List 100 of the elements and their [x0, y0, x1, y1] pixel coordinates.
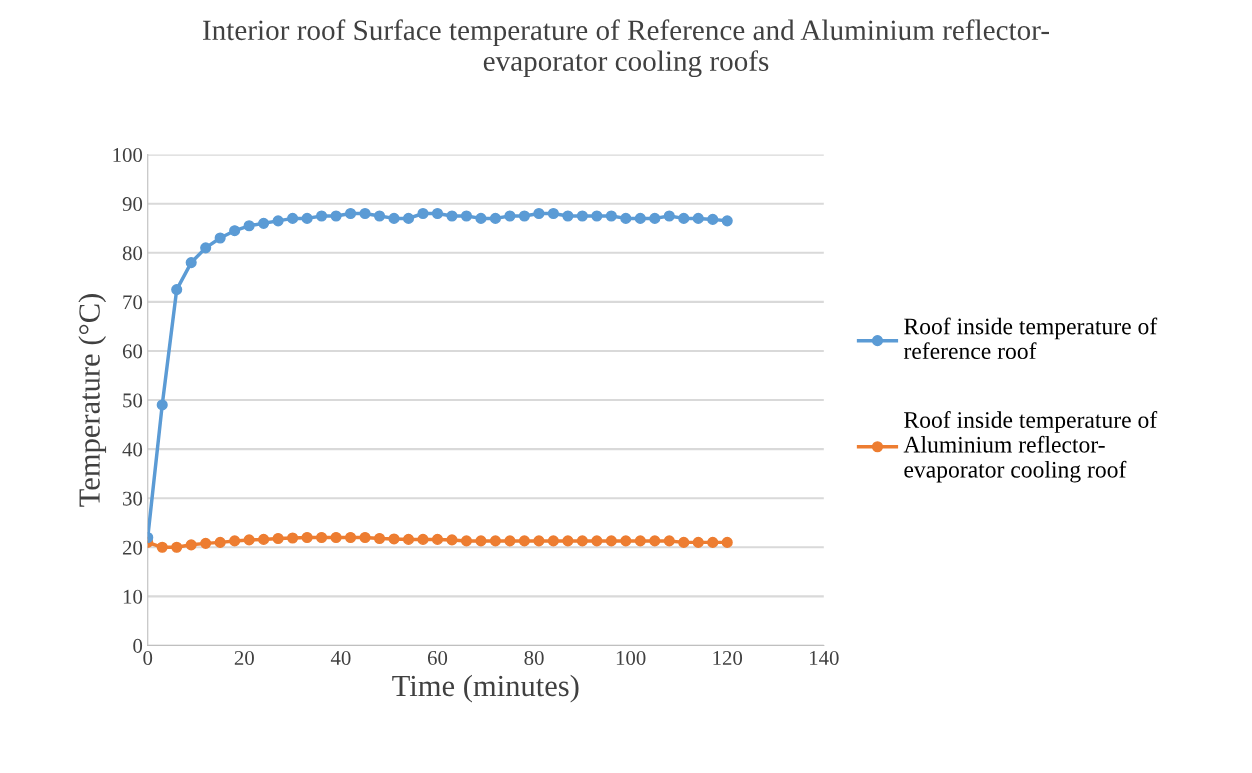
point [576, 210, 588, 222]
y-axis-title: Temperature (°C) [78, 294, 107, 507]
point [475, 212, 487, 224]
point [258, 533, 270, 545]
point [663, 535, 675, 547]
point [402, 212, 415, 224]
point [489, 535, 501, 547]
point [388, 533, 400, 545]
point [287, 532, 299, 544]
point [562, 210, 574, 222]
y-tick-label: 50 [123, 393, 143, 408]
point [649, 535, 661, 547]
point [229, 225, 241, 237]
point [620, 212, 632, 224]
point [330, 210, 342, 222]
point [200, 537, 212, 549]
legend-label: Roof inside temperature of Aluminium reflector- evaporator cooling roof [903, 411, 1158, 483]
point [446, 210, 458, 222]
point [214, 536, 226, 548]
point [475, 535, 487, 547]
point [678, 536, 690, 548]
point [721, 215, 733, 227]
point [417, 207, 429, 220]
point [243, 534, 255, 546]
x-tick-label: 120 [713, 650, 743, 665]
point [359, 207, 371, 220]
point [634, 212, 646, 224]
point [156, 541, 168, 553]
point [707, 536, 719, 548]
x-tick-label: 140 [810, 650, 839, 665]
point [301, 531, 313, 544]
point [258, 217, 270, 229]
y-tick-label: 40 [122, 442, 143, 457]
y-tick-label: 0 [133, 638, 143, 653]
y-tick-label: 10 [123, 589, 143, 604]
point [605, 535, 617, 547]
point [272, 215, 284, 227]
point [330, 531, 342, 544]
y-tick-label: 30 [123, 491, 143, 506]
point [431, 533, 444, 545]
point [721, 536, 733, 548]
point [388, 212, 400, 224]
point [649, 212, 661, 224]
point [591, 210, 603, 222]
point [229, 535, 241, 547]
point [489, 212, 501, 224]
point [287, 212, 299, 224]
point [533, 207, 545, 220]
y-tick-label: 90 [122, 197, 143, 212]
point [431, 207, 444, 220]
point [373, 532, 386, 545]
point [460, 535, 473, 547]
point [533, 535, 545, 547]
point [678, 212, 690, 224]
point [663, 210, 675, 222]
point [402, 533, 415, 545]
x-tick-label: 60 [427, 650, 448, 665]
point [345, 531, 357, 544]
point [634, 535, 646, 547]
x-tick-label: 20 [234, 650, 254, 665]
point [605, 210, 617, 222]
x-tick-label: 100 [616, 650, 646, 665]
y-tick-label: 80 [122, 246, 143, 261]
point [446, 534, 458, 546]
point [243, 220, 255, 232]
point [591, 535, 603, 547]
x-axis-title: Time (minutes) [392, 674, 579, 703]
x-tick-label: 40 [330, 650, 351, 665]
point [547, 207, 559, 220]
point [316, 210, 328, 222]
point [301, 212, 313, 224]
x-tick-label: 0 [143, 650, 153, 665]
point [460, 210, 473, 222]
point [692, 212, 704, 224]
point [345, 207, 357, 220]
point [518, 210, 530, 222]
point [707, 213, 719, 225]
point [171, 284, 183, 296]
point [272, 532, 284, 545]
point [200, 242, 212, 254]
point [185, 539, 197, 551]
y-tick-label: 20 [122, 540, 143, 555]
point [171, 541, 183, 553]
point [504, 535, 516, 547]
point [373, 210, 386, 222]
point [214, 232, 226, 244]
point [547, 535, 559, 547]
point [576, 535, 588, 547]
y-tick-label: 60 [122, 344, 143, 359]
point [562, 535, 574, 547]
chart-title: Interior roof Surface temperature of Reference and Aluminium reflector- evaporator cooling roofs [203, 19, 1049, 78]
legend-label: Roof inside temperature of reference roof [903, 317, 1158, 360]
point [620, 535, 632, 547]
point [185, 257, 197, 269]
point [518, 535, 530, 547]
x-tick-label: 80 [524, 650, 544, 665]
y-tick-label: 70 [123, 295, 143, 310]
point [504, 210, 516, 222]
point [359, 531, 371, 544]
point [156, 399, 168, 411]
